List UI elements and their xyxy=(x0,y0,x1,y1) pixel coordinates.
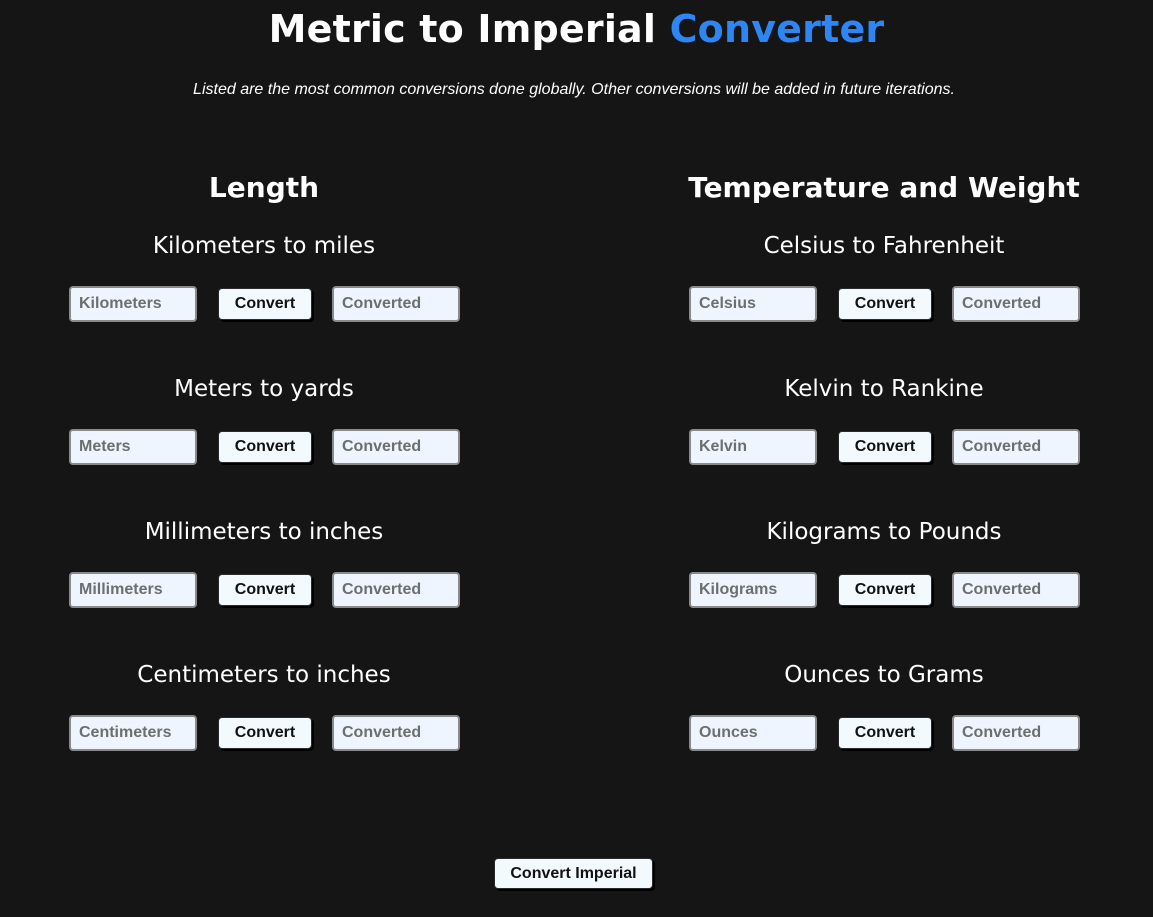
convert-ounces-button[interactable]: Convert xyxy=(838,717,932,749)
kelvin-input[interactable] xyxy=(689,429,817,465)
ounces-to-grams-section: Ounces to Grams Convert xyxy=(644,660,1124,790)
section-title: Kilometers to miles xyxy=(152,233,376,259)
length-heading: Length xyxy=(208,171,320,204)
grams-output[interactable] xyxy=(952,715,1080,751)
fahrenheit-output[interactable] xyxy=(952,286,1080,322)
kelvin-to-rankine-section: Kelvin to Rankine Convert xyxy=(644,374,1124,504)
converter-row: Convert xyxy=(644,715,1124,751)
celsius-input[interactable] xyxy=(689,286,817,322)
centimeters-input[interactable] xyxy=(69,715,197,751)
converter-row: Convert xyxy=(24,572,504,608)
millimeters-input[interactable] xyxy=(69,572,197,608)
convert-meters-button[interactable]: Convert xyxy=(218,431,312,463)
miles-output[interactable] xyxy=(332,286,460,322)
km-to-miles-section: Kilometers to miles Convert xyxy=(24,231,504,361)
celsius-to-fahrenheit-section: Celsius to Fahrenheit Convert xyxy=(644,231,1124,361)
rankine-output[interactable] xyxy=(952,429,1080,465)
section-title: Kelvin to Rankine xyxy=(784,376,984,402)
convert-kilograms-button[interactable]: Convert xyxy=(838,574,932,606)
converter-row: Convert xyxy=(644,429,1124,465)
section-title: Centimeters to inches xyxy=(137,662,391,688)
mm-inches-output[interactable] xyxy=(332,572,460,608)
section-title: Ounces to Grams xyxy=(784,662,984,688)
section-title: Millimeters to inches xyxy=(144,519,384,545)
converter-row: Convert xyxy=(644,286,1124,322)
cm-inches-output[interactable] xyxy=(332,715,460,751)
converter-row: Convert xyxy=(24,429,504,465)
convert-km-button[interactable]: Convert xyxy=(218,288,312,320)
meters-to-yards-section: Meters to yards Convert xyxy=(24,374,504,504)
convert-mm-button[interactable]: Convert xyxy=(218,574,312,606)
length-column: Length Kilometers to miles Convert Meter… xyxy=(24,170,504,751)
page-title: Metric to Imperial Converter xyxy=(0,6,1153,52)
convert-kelvin-button[interactable]: Convert xyxy=(838,431,932,463)
convert-celsius-button[interactable]: Convert xyxy=(838,288,932,320)
temperature-weight-column: Temperature and Weight Celsius to Fahren… xyxy=(644,170,1124,751)
convert-cm-button[interactable]: Convert xyxy=(218,717,312,749)
converter-row: Convert xyxy=(24,286,504,322)
kilograms-to-pounds-section: Kilograms to Pounds Convert xyxy=(644,517,1124,647)
kilometers-input[interactable] xyxy=(69,286,197,322)
section-title: Kilograms to Pounds xyxy=(766,519,1002,545)
page-subtitle: Listed are the most common conversions d… xyxy=(193,81,955,98)
converter-row: Convert xyxy=(644,572,1124,608)
converter-row: Convert xyxy=(24,715,504,751)
title-main: Metric to Imperial xyxy=(268,7,657,51)
meters-input[interactable] xyxy=(69,429,197,465)
yards-output[interactable] xyxy=(332,429,460,465)
section-title: Celsius to Fahrenheit xyxy=(763,233,1005,259)
section-title: Meters to yards xyxy=(174,376,354,402)
cm-to-inches-section: Centimeters to inches Convert xyxy=(24,660,504,790)
kilograms-input[interactable] xyxy=(689,572,817,608)
mm-to-inches-section: Millimeters to inches Convert xyxy=(24,517,504,647)
pounds-output[interactable] xyxy=(952,572,1080,608)
temperature-weight-heading: Temperature and Weight xyxy=(688,171,1080,204)
title-accent: Converter xyxy=(669,7,885,51)
convert-imperial-button[interactable]: Convert Imperial xyxy=(494,858,653,889)
ounces-input[interactable] xyxy=(689,715,817,751)
